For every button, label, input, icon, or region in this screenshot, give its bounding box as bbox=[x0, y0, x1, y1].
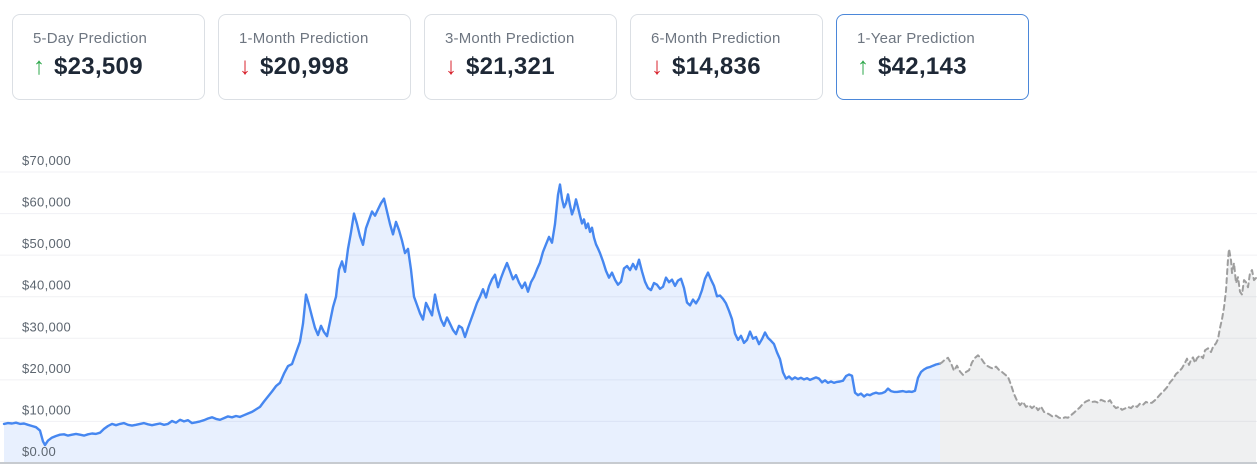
trend-down-icon: ↓ bbox=[445, 53, 457, 80]
prediction-card-5-day[interactable]: 5-Day Prediction ↑ $23,509 bbox=[12, 14, 205, 100]
trend-down-icon: ↓ bbox=[651, 53, 663, 80]
prediction-card-title: 6-Month Prediction bbox=[651, 30, 781, 47]
y-axis-tick-label: $30,000 bbox=[22, 319, 71, 334]
y-axis-tick-label: $70,000 bbox=[22, 153, 71, 168]
y-axis-tick-label: $50,000 bbox=[22, 236, 71, 251]
trend-up-icon: ↑ bbox=[857, 53, 869, 80]
trend-up-icon: ↑ bbox=[33, 53, 45, 80]
trend-down-icon: ↓ bbox=[239, 53, 251, 80]
prediction-card-6-month[interactable]: 6-Month Prediction ↓ $14,836 bbox=[630, 14, 823, 100]
prediction-card-value-row: ↓ $20,998 bbox=[239, 53, 410, 81]
prediction-card-title: 1-Year Prediction bbox=[857, 30, 975, 47]
prediction-card-value: $23,509 bbox=[54, 53, 143, 80]
prediction-card-3-month[interactable]: 3-Month Prediction ↓ $21,321 bbox=[424, 14, 617, 100]
y-axis-tick-label: $20,000 bbox=[22, 361, 71, 376]
prediction-card-value: $20,998 bbox=[260, 53, 349, 80]
prediction-card-value: $42,143 bbox=[878, 53, 967, 80]
prediction-cards-row: 5-Day Prediction ↑ $23,509 1-Month Predi… bbox=[12, 14, 1029, 100]
prediction-card-title: 3-Month Prediction bbox=[445, 30, 575, 47]
prediction-card-value-row: ↓ $21,321 bbox=[445, 53, 616, 81]
prediction-series-line bbox=[939, 247, 1257, 420]
y-axis-tick-label: $40,000 bbox=[22, 278, 71, 293]
historical-series-line bbox=[2, 183, 942, 447]
price-chart-canvas[interactable]: $0.00 $10,000 $20,000 $30,000 $40,000 $50,000… bbox=[0, 130, 1257, 471]
y-axis-tick-label: $10,000 bbox=[22, 402, 71, 417]
prediction-card-title: 1-Month Prediction bbox=[239, 30, 369, 47]
prediction-card-value: $21,321 bbox=[466, 53, 555, 80]
prediction-area bbox=[940, 248, 1256, 463]
prediction-card-title: 5-Day Prediction bbox=[33, 30, 148, 47]
prediction-card-value-row: ↓ $14,836 bbox=[651, 53, 822, 81]
prediction-card-1-year[interactable]: 1-Year Prediction ↑ $42,143 bbox=[836, 14, 1029, 100]
y-axis-tick-label: $60,000 bbox=[22, 195, 71, 210]
historical-area bbox=[4, 184, 940, 463]
prediction-card-value-row: ↑ $42,143 bbox=[857, 53, 1028, 81]
prediction-card-value-row: ↑ $23,509 bbox=[33, 53, 204, 81]
prediction-card-1-month[interactable]: 1-Month Prediction ↓ $20,998 bbox=[218, 14, 411, 100]
prediction-card-value: $14,836 bbox=[672, 53, 761, 80]
price-chart[interactable]: $0.00 $10,000 $20,000 $30,000 $40,000 $50,000… bbox=[0, 130, 1257, 471]
y-axis-tick-label: $0.00 bbox=[22, 444, 56, 459]
